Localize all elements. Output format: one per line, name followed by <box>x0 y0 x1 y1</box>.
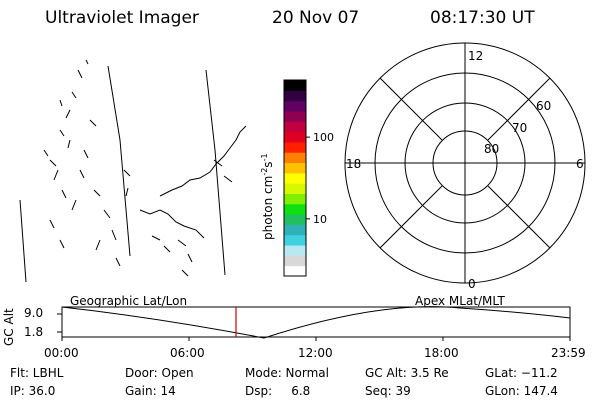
diag-line <box>487 185 551 249</box>
color-bar-segment <box>284 203 306 215</box>
lat-label-80: 80 <box>484 142 499 156</box>
color-bar-segment <box>284 80 306 91</box>
ip-status: IP: 36.0 <box>10 384 56 398</box>
door-status: Door: Open <box>125 366 194 380</box>
color-bar-segment <box>284 234 306 246</box>
lat-label-60: 60 <box>536 99 551 113</box>
color-bar-tick-label: 10 <box>313 213 327 226</box>
color-bar-segment <box>284 255 306 267</box>
color-bar-segment <box>284 100 306 112</box>
diag-line <box>487 77 551 141</box>
color-bar-segment <box>284 224 306 236</box>
color-bar-segment <box>284 141 306 153</box>
color-bar-segment <box>284 131 306 143</box>
color-bar-segment <box>284 162 306 174</box>
x-tick-label: 12:00 <box>298 346 333 360</box>
dsp-status: Dsp: 6.8 <box>245 384 311 398</box>
mlt-label-12: 12 <box>468 49 483 63</box>
coastline <box>159 125 247 197</box>
color-bar-segment <box>284 183 306 194</box>
diag-line <box>379 185 443 249</box>
meridian-line <box>205 69 226 276</box>
coastline <box>139 209 205 239</box>
instrument-title: Ultraviolet Imager <box>45 8 199 28</box>
meridian-line <box>107 65 131 257</box>
color-bar-segment <box>284 172 306 184</box>
seq-status: Seq: 39 <box>365 384 411 398</box>
coastline <box>151 235 171 253</box>
y-max-label: 9.0 <box>24 306 44 320</box>
color-bar-segment <box>284 110 306 122</box>
gc-alt-status: GC Alt: 3.5 Re <box>365 366 449 380</box>
color-bar-segment <box>284 245 306 256</box>
color-bar: 100 10 <box>283 79 334 277</box>
color-bar-tick-label: 100 <box>313 131 334 144</box>
coastline <box>95 209 121 267</box>
color-bar-segment <box>284 193 306 205</box>
orbit-frame <box>61 306 571 338</box>
coastline <box>59 69 83 149</box>
geographic-title: Geographic Lat/Lon <box>70 294 188 308</box>
glon-status: GLon: 147.4 <box>485 384 558 398</box>
diag-line <box>379 77 443 141</box>
y-min-label: 1.8 <box>24 325 44 339</box>
gain-status: Gain: 14 <box>125 384 176 398</box>
color-bar-frame <box>283 79 307 277</box>
coastline <box>177 239 193 277</box>
meridian-line <box>19 199 27 283</box>
x-tick-label: 23:59 <box>551 346 586 360</box>
coastline <box>71 119 101 211</box>
mode-status: Mode: Normal <box>245 366 329 380</box>
coastline <box>49 219 65 249</box>
coastline <box>123 169 131 197</box>
color-bar-segment <box>284 214 306 225</box>
color-bar-segment <box>284 90 306 102</box>
apex-title: Apex MLat/MLT <box>415 294 505 308</box>
mlt-label-18: 18 <box>346 157 361 171</box>
color-bar-segment <box>284 265 306 277</box>
filter-status: Flt: LBHL <box>10 366 64 380</box>
glat-status: GLat: −11.2 <box>485 366 558 380</box>
x-tick-label: 00:00 <box>44 346 79 360</box>
polar-plot: 12 18 6 0 60 70 80 <box>344 42 586 290</box>
time-label: 08:17:30 UT <box>430 8 535 28</box>
coastline <box>43 149 67 199</box>
color-bar-segment <box>284 152 306 164</box>
lat-label-70: 70 <box>512 121 527 135</box>
date-label: 20 Nov 07 <box>272 8 360 28</box>
mlt-label-6: 6 <box>576 157 584 171</box>
altitude-curve <box>61 306 571 339</box>
coastline <box>213 159 233 183</box>
x-tick-label: 18:00 <box>424 346 459 360</box>
mlt-label-0: 0 <box>468 277 476 290</box>
x-tick-label: 06:00 <box>170 346 205 360</box>
color-bar-segment <box>284 121 306 133</box>
coastline <box>59 59 89 107</box>
